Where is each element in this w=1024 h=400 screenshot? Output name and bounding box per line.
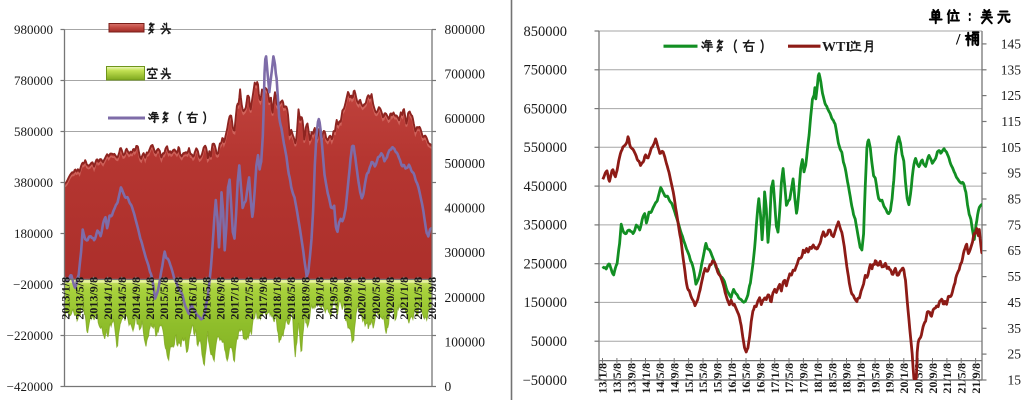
svg-text:350000: 350000 xyxy=(524,218,568,234)
svg-text:20/5/8: 20/5/8 xyxy=(911,363,925,394)
svg-text:−420000: −420000 xyxy=(7,379,53,394)
svg-text:17/1/8: 17/1/8 xyxy=(768,363,782,394)
svg-text:2014/9/8: 2014/9/8 xyxy=(129,277,143,320)
svg-text:15/9/8: 15/9/8 xyxy=(711,363,725,394)
svg-text:650000: 650000 xyxy=(524,101,568,117)
svg-text:150000: 150000 xyxy=(524,295,568,311)
svg-text:55: 55 xyxy=(1008,269,1022,284)
svg-text:−50000: −50000 xyxy=(523,373,567,389)
svg-text:300000: 300000 xyxy=(445,245,486,260)
svg-text:15/5/8: 15/5/8 xyxy=(696,363,710,394)
svg-text:45: 45 xyxy=(1008,295,1022,310)
svg-text:85: 85 xyxy=(1008,192,1022,207)
svg-text:2021/9/8: 2021/9/8 xyxy=(425,277,439,320)
svg-text:13/5/8: 13/5/8 xyxy=(610,363,624,394)
svg-text:145: 145 xyxy=(1001,36,1022,51)
svg-text:600000: 600000 xyxy=(445,111,486,126)
svg-text:−220000: −220000 xyxy=(7,328,53,343)
svg-text:180000: 180000 xyxy=(14,226,53,241)
svg-text:17/9/8: 17/9/8 xyxy=(797,363,811,394)
svg-text:2014/5/8: 2014/5/8 xyxy=(115,277,129,320)
svg-text:21/9/8: 21/9/8 xyxy=(969,363,983,394)
svg-text:2018/9/8: 2018/9/8 xyxy=(298,277,312,320)
svg-text:18/1/8: 18/1/8 xyxy=(811,363,825,394)
svg-text:25: 25 xyxy=(1008,347,1022,362)
svg-text:21/1/8: 21/1/8 xyxy=(940,363,954,394)
svg-text:2019/9/8: 2019/9/8 xyxy=(341,277,355,320)
svg-text:2016/5/8: 2016/5/8 xyxy=(200,277,214,320)
svg-text:65: 65 xyxy=(1008,243,1022,258)
svg-text:2015/1/8: 2015/1/8 xyxy=(143,277,157,320)
svg-text:2013/5/8: 2013/5/8 xyxy=(73,277,87,320)
svg-text:13/9/8: 13/9/8 xyxy=(624,363,638,394)
svg-text:2020/9/8: 2020/9/8 xyxy=(383,277,397,320)
svg-text:95: 95 xyxy=(1008,166,1022,181)
svg-text:15: 15 xyxy=(1008,373,1022,388)
svg-text:2017/1/8: 2017/1/8 xyxy=(228,277,242,320)
svg-text:2020/1/8: 2020/1/8 xyxy=(355,277,369,320)
svg-text:105: 105 xyxy=(1001,140,1022,155)
svg-text:16/5/8: 16/5/8 xyxy=(739,363,753,394)
svg-text:250000: 250000 xyxy=(524,257,568,273)
svg-text:21/5/8: 21/5/8 xyxy=(955,363,969,394)
svg-text:780000: 780000 xyxy=(14,73,53,88)
svg-text:19/1/8: 19/1/8 xyxy=(854,363,868,394)
svg-text:2016/1/8: 2016/1/8 xyxy=(185,277,199,320)
svg-text:2020/5/8: 2020/5/8 xyxy=(369,277,383,320)
svg-text:18/5/8: 18/5/8 xyxy=(825,363,839,394)
svg-text:19/5/8: 19/5/8 xyxy=(868,363,882,394)
svg-text:100000: 100000 xyxy=(445,334,486,349)
svg-text:450000: 450000 xyxy=(524,179,568,195)
svg-text:550000: 550000 xyxy=(524,140,568,156)
svg-text:2013/1/8: 2013/1/8 xyxy=(59,277,73,320)
svg-text:2021/5/8: 2021/5/8 xyxy=(411,277,425,320)
svg-text:17/5/8: 17/5/8 xyxy=(782,363,796,394)
svg-text:50000: 50000 xyxy=(531,334,567,350)
svg-text:400000: 400000 xyxy=(445,201,486,216)
svg-text:19/9/8: 19/9/8 xyxy=(883,363,897,394)
svg-text:2015/9/8: 2015/9/8 xyxy=(171,277,185,320)
svg-text:2018/1/8: 2018/1/8 xyxy=(270,277,284,320)
svg-text:WTI: WTI xyxy=(822,40,851,55)
svg-text:980000: 980000 xyxy=(14,22,53,37)
svg-text:2016/9/8: 2016/9/8 xyxy=(214,277,228,320)
svg-text:20/9/8: 20/9/8 xyxy=(926,363,940,394)
svg-text:14/5/8: 14/5/8 xyxy=(653,363,667,394)
svg-text:35: 35 xyxy=(1008,321,1022,336)
svg-text:2021/1/8: 2021/1/8 xyxy=(397,277,411,320)
svg-text:15/1/8: 15/1/8 xyxy=(682,363,696,394)
svg-text:2014/1/8: 2014/1/8 xyxy=(101,277,115,320)
svg-text:16/1/8: 16/1/8 xyxy=(725,363,739,394)
svg-text:750000: 750000 xyxy=(524,63,568,79)
svg-text:−20000: −20000 xyxy=(13,277,53,292)
svg-text:800000: 800000 xyxy=(445,22,486,37)
svg-text:2019/1/8: 2019/1/8 xyxy=(312,277,326,320)
svg-text:20/1/8: 20/1/8 xyxy=(897,363,911,394)
svg-text:14/9/8: 14/9/8 xyxy=(668,363,682,394)
svg-text:2017/5/8: 2017/5/8 xyxy=(242,277,256,320)
svg-text:500000: 500000 xyxy=(445,156,486,171)
svg-text:125: 125 xyxy=(1001,88,1022,103)
svg-text:2017/9/8: 2017/9/8 xyxy=(256,277,270,320)
svg-text:/: / xyxy=(955,32,961,49)
svg-text:2019/5/8: 2019/5/8 xyxy=(327,277,341,320)
svg-text:700000: 700000 xyxy=(445,67,486,82)
svg-text:18/9/8: 18/9/8 xyxy=(840,363,854,394)
svg-text:580000: 580000 xyxy=(14,124,53,139)
svg-text:850000: 850000 xyxy=(524,24,568,40)
svg-text:135: 135 xyxy=(1001,62,1022,77)
svg-text:16/9/8: 16/9/8 xyxy=(754,363,768,394)
svg-text:2015/5/8: 2015/5/8 xyxy=(157,277,171,320)
svg-text:115: 115 xyxy=(1001,114,1021,129)
svg-text:2013/9/8: 2013/9/8 xyxy=(87,277,101,320)
svg-text:380000: 380000 xyxy=(14,175,53,190)
svg-text:75: 75 xyxy=(1008,217,1022,232)
svg-text:0: 0 xyxy=(445,379,452,394)
svg-text:14/1/8: 14/1/8 xyxy=(639,363,653,394)
svg-text:200000: 200000 xyxy=(445,290,486,305)
svg-text:13/1/8: 13/1/8 xyxy=(596,363,610,394)
svg-text:2018/5/8: 2018/5/8 xyxy=(284,277,298,320)
